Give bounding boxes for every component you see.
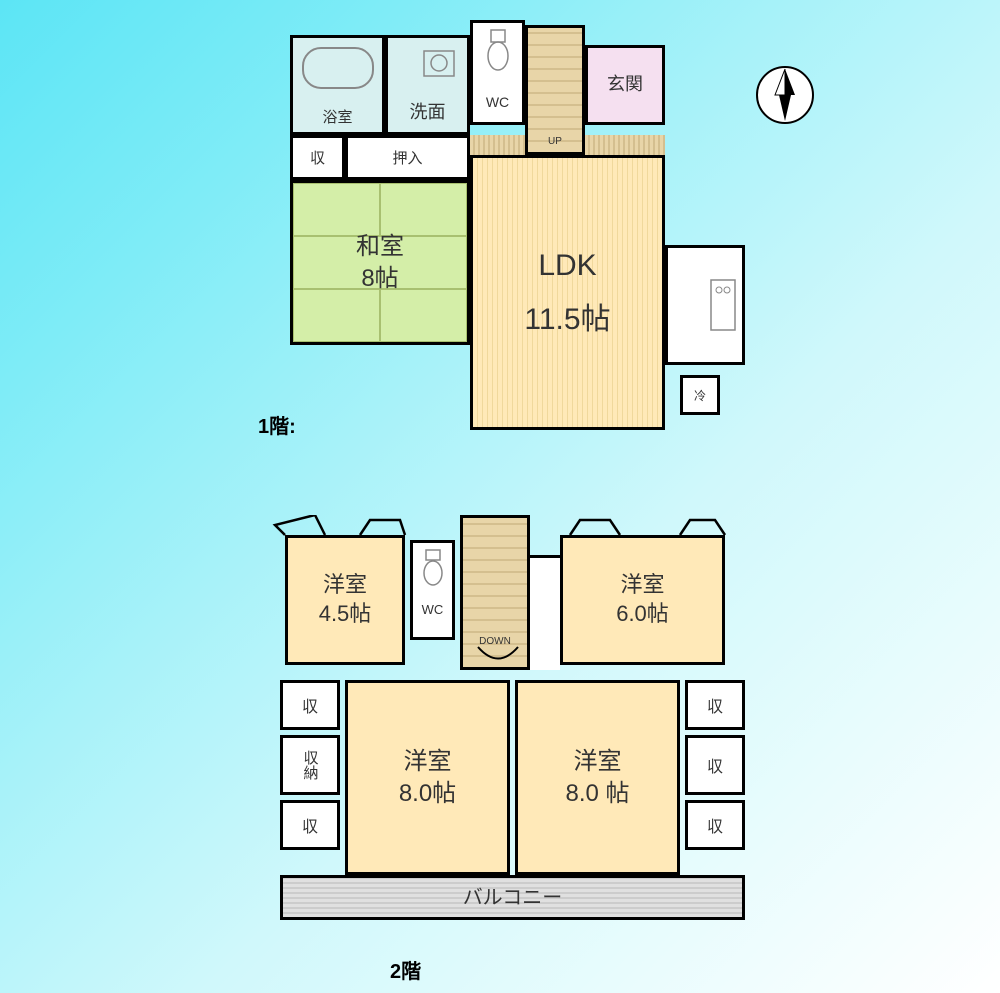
w8b-label-2: 8.0 帖 <box>565 778 629 809</box>
ldk-label-2: 11.5帖 <box>524 300 610 339</box>
storage-2f-l3: 収 <box>280 800 340 850</box>
oshiire-label: 押入 <box>392 147 422 168</box>
room-washitsu: 和室 8帖 <box>290 180 470 345</box>
washitsu-label-1: 和室 <box>356 231 404 262</box>
storage-1f-1-label: 収 <box>310 147 325 168</box>
storage-2f-r2: 収 <box>685 735 745 795</box>
room-washroom: 洗面 <box>385 35 470 135</box>
room-wc-1f: WC <box>470 20 525 125</box>
storage-2f-r3: 収 <box>685 800 745 850</box>
floor-2-label: 2階 <box>390 955 421 984</box>
stairs-up-label: UP <box>548 136 562 147</box>
room-western-4-5: 洋室 4.5帖 <box>285 535 405 665</box>
balcony-label: バルコニー <box>463 885 563 911</box>
sr2-label: 収 <box>707 753 723 777</box>
storage-2f-l2: 収納 <box>280 735 340 795</box>
floor-1-plan: 浴室 洗面 WC UP 玄関 収 押入 <box>260 20 770 460</box>
floor-2-plan: 洋室 4.5帖 WC DOWN 洋室 6.0帖 収 収納 収 洋室 8.0帖 <box>260 515 780 935</box>
storage-2f-l1: 収 <box>280 680 340 730</box>
storage-1f-1: 収 <box>290 135 345 180</box>
w8a-label-2: 8.0帖 <box>399 778 456 809</box>
room-western-6: 洋室 6.0帖 <box>560 535 725 665</box>
closet-oshiire: 押入 <box>345 135 470 180</box>
bath-label: 浴室 <box>322 106 352 127</box>
room-western-8b: 洋室 8.0 帖 <box>515 680 680 875</box>
kitchen-area <box>665 245 745 365</box>
room-ldk: LDK 11.5帖 <box>470 155 665 430</box>
washroom-label: 洗面 <box>410 101 446 124</box>
room-wc-2f: WC <box>410 540 455 640</box>
room-western-8a: 洋室 8.0帖 <box>345 680 510 875</box>
sr3-label: 収 <box>707 813 723 837</box>
stairs-1f: UP <box>525 25 585 155</box>
storage-2f-r1: 収 <box>685 680 745 730</box>
room-genkan: 玄関 <box>585 45 665 125</box>
floor-1-label: 1階: <box>258 410 296 439</box>
ldk-label-1: LDK <box>538 246 596 285</box>
fridge-spot: 冷 <box>680 375 720 415</box>
sl1-label: 収 <box>302 693 318 717</box>
wc-1f-label: WC <box>486 94 509 110</box>
w45-label-2: 4.5帖 <box>319 600 372 629</box>
w45-label-1: 洋室 <box>323 571 367 600</box>
room-bath: 浴室 <box>290 35 385 135</box>
fridge-label: 冷 <box>694 387 706 404</box>
genkan-label: 玄関 <box>607 73 643 96</box>
washitsu-label-2: 8帖 <box>361 263 398 294</box>
wc-2f-label: WC <box>422 602 444 617</box>
sl2-label: 収納 <box>300 750 321 780</box>
w8a-label-1: 洋室 <box>404 746 452 777</box>
hallway-2f <box>530 555 560 670</box>
w6-label-1: 洋室 <box>620 571 664 600</box>
sl3-label: 収 <box>302 813 318 837</box>
stairs-2f: DOWN <box>460 515 530 670</box>
w8b-label-1: 洋室 <box>574 746 622 777</box>
sr1-label: 収 <box>707 693 723 717</box>
balcony: バルコニー <box>280 875 745 920</box>
w6-label-2: 6.0帖 <box>616 600 669 629</box>
